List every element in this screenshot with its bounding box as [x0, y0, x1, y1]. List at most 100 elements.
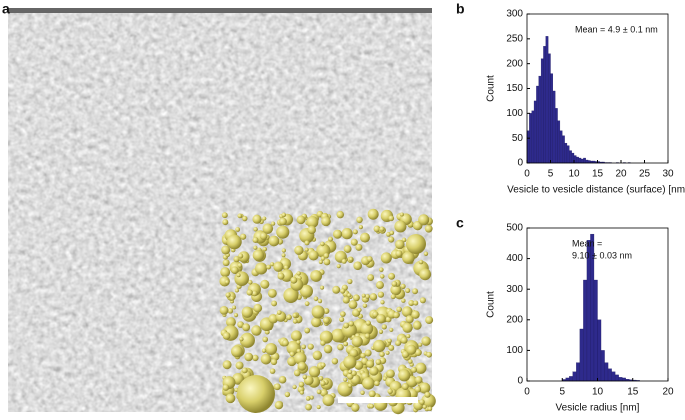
vesicle-sphere — [342, 296, 350, 304]
vesicle-sphere — [305, 396, 311, 401]
vesicle-sphere — [388, 272, 396, 280]
bar — [562, 135, 565, 164]
vesicle-sphere — [313, 296, 319, 302]
vesicle-sphere — [378, 329, 384, 334]
x-tick-label: 5 — [559, 387, 565, 398]
vesicle-sphere — [375, 281, 384, 290]
vesicle-sphere — [261, 348, 267, 353]
bar — [564, 142, 568, 164]
vesicle-sphere — [336, 210, 345, 219]
vesicle-sphere — [299, 390, 304, 395]
bar — [580, 158, 584, 164]
vesicle-sphere — [323, 344, 333, 354]
vesicle-sphere — [395, 239, 405, 250]
vesicle-sphere — [302, 374, 308, 380]
panel-label: a — [2, 1, 10, 17]
vesicle-sphere — [357, 307, 362, 313]
vesicle-sphere — [294, 245, 304, 255]
vesicle-sphere — [374, 380, 380, 387]
vesicle-sphere — [304, 240, 310, 246]
vesicle-sphere — [252, 237, 259, 243]
vesicle-sphere — [350, 370, 357, 377]
vesicle-sphere — [390, 284, 402, 296]
bar — [586, 240, 591, 382]
vesicle-sphere — [239, 332, 255, 348]
vesicle-sphere — [279, 217, 287, 226]
vesicle-sphere — [366, 359, 375, 368]
bar — [565, 377, 570, 382]
vesicle-sphere — [353, 261, 363, 271]
x-tick-label: 25 — [639, 169, 651, 180]
vesicle-sphere — [373, 225, 381, 233]
vesicle-sphere — [387, 388, 393, 395]
vesicle-sphere — [304, 327, 311, 334]
bar — [583, 157, 586, 164]
vesicle-sphere — [415, 362, 427, 374]
vesicle-sphere — [222, 259, 230, 267]
x-axis-label: Vesicle to vesicle distance (surface) [n… — [507, 185, 685, 196]
vesicle-sphere — [424, 391, 431, 398]
vesicle-sphere — [399, 212, 404, 217]
vesicle-sphere — [251, 290, 258, 297]
vesicle-sphere — [365, 320, 371, 326]
vesicle-sphere — [307, 343, 314, 350]
y-tick-label: 100 — [506, 108, 523, 119]
vesicle-sphere — [412, 321, 422, 330]
y-tick-label: 400 — [506, 253, 523, 264]
vesicle-sphere — [418, 259, 424, 265]
vesicle-sphere — [395, 340, 402, 347]
bar — [555, 108, 558, 164]
vesicle-sphere — [356, 216, 363, 224]
vesicle-sphere — [366, 256, 373, 262]
vesicle-sphere — [308, 250, 319, 261]
vesicle-sphere — [369, 366, 379, 376]
vesicle-sphere — [307, 225, 316, 235]
vesicle-sphere — [267, 288, 277, 298]
vesicle-sphere — [386, 369, 395, 379]
vesicle-sphere — [281, 248, 287, 253]
bar — [593, 279, 598, 382]
vesicle-sphere — [360, 390, 365, 395]
vesicle-sphere — [320, 285, 325, 290]
vesicle-sphere — [401, 383, 409, 390]
vesicle-sphere — [276, 310, 282, 315]
x-tick-label: 20 — [615, 169, 627, 180]
vesicle-sphere — [236, 273, 241, 278]
vesicle-sphere — [304, 247, 309, 252]
vesicle-sphere — [298, 381, 305, 388]
vesicle-sphere — [290, 330, 302, 342]
vesicle-sphere — [393, 311, 400, 319]
vesicle-sphere — [305, 403, 312, 411]
vesicle-sphere — [289, 351, 295, 357]
vesicle-sphere — [360, 322, 374, 336]
vesicle-sphere — [293, 352, 307, 365]
vesicle-sphere — [369, 293, 378, 301]
vesicle-sphere — [231, 345, 243, 358]
vesicle-sphere — [316, 405, 321, 410]
vesicle-sphere — [268, 314, 279, 324]
vesicle-sphere — [340, 311, 346, 317]
vesicle-sphere — [253, 303, 263, 313]
y-tick-label: 300 — [506, 284, 523, 295]
bar — [572, 371, 577, 382]
vesicle-sphere — [343, 355, 357, 369]
vesicle-sphere — [413, 300, 419, 306]
vesicle-sphere — [320, 362, 326, 368]
vesicle-sphere — [348, 300, 358, 310]
top-edge — [8, 8, 432, 13]
vesicle-sphere — [381, 324, 387, 330]
x-tick-label: 15 — [627, 387, 639, 398]
vesicle-sphere — [343, 377, 348, 382]
vesicle-sphere — [320, 389, 328, 397]
vesicle-sphere — [331, 328, 345, 343]
vesicle-sphere — [359, 232, 370, 243]
vesicle-sphere — [224, 279, 230, 285]
bar — [611, 371, 616, 382]
vesicle-sphere — [317, 298, 323, 304]
vesicle-sphere — [304, 301, 310, 307]
vesicle-sphere — [309, 395, 314, 400]
vesicle-sphere — [274, 401, 284, 410]
panel-label: b — [456, 1, 465, 17]
y-tick-label: 500 — [506, 223, 523, 234]
vesicle-sphere — [367, 208, 379, 220]
